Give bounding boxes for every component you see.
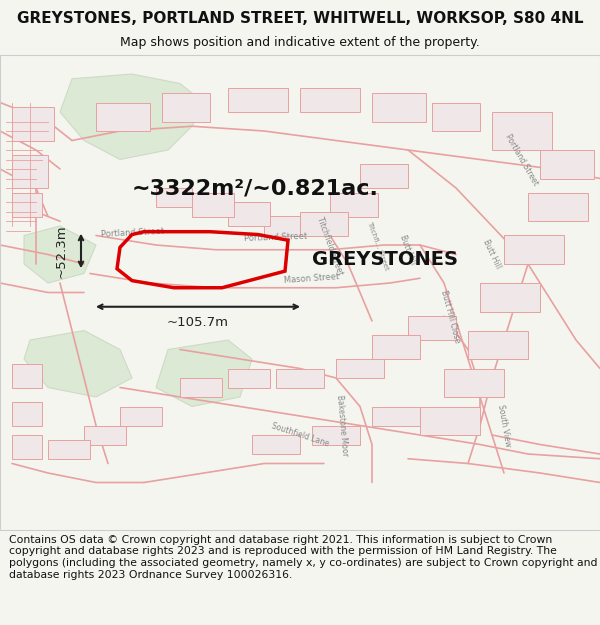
- Bar: [228, 88, 288, 112]
- Bar: [12, 435, 42, 459]
- Bar: [12, 107, 54, 141]
- Bar: [180, 378, 222, 397]
- Text: Contains OS data © Crown copyright and database right 2021. This information is : Contains OS data © Crown copyright and d…: [9, 535, 598, 580]
- Bar: [492, 112, 552, 150]
- Text: ~105.7m: ~105.7m: [167, 316, 229, 329]
- Bar: [300, 212, 348, 236]
- Text: Portland Street: Portland Street: [244, 232, 308, 243]
- Bar: [336, 359, 384, 378]
- Bar: [264, 216, 300, 236]
- Polygon shape: [156, 340, 252, 406]
- Text: Portland Street: Portland Street: [100, 227, 164, 239]
- Bar: [162, 93, 210, 121]
- Text: Butt Hill: Butt Hill: [398, 234, 418, 266]
- Text: Mason Street: Mason Street: [284, 272, 340, 284]
- Bar: [504, 236, 564, 264]
- Text: Titchfi... Street: Titchfi... Street: [367, 221, 389, 271]
- Text: Titchfield Street: Titchfield Street: [315, 216, 345, 276]
- Bar: [96, 102, 150, 131]
- Bar: [372, 93, 426, 121]
- Bar: [192, 192, 234, 216]
- Text: South View: South View: [496, 404, 512, 448]
- Text: Southfield Lane: Southfield Lane: [270, 421, 330, 449]
- Polygon shape: [60, 74, 204, 159]
- Bar: [480, 283, 540, 311]
- Bar: [156, 188, 192, 207]
- Bar: [300, 88, 360, 112]
- Bar: [84, 426, 126, 444]
- Bar: [228, 202, 270, 226]
- Bar: [540, 150, 594, 179]
- Bar: [312, 426, 360, 444]
- Text: Butt Hill: Butt Hill: [481, 239, 503, 271]
- Polygon shape: [24, 226, 96, 283]
- Polygon shape: [24, 331, 132, 397]
- Bar: [468, 331, 528, 359]
- Bar: [408, 316, 456, 340]
- Bar: [120, 406, 162, 426]
- Text: GREYSTONES, PORTLAND STREET, WHITWELL, WORKSOP, S80 4NL: GREYSTONES, PORTLAND STREET, WHITWELL, W…: [17, 11, 583, 26]
- Text: ~52.3m: ~52.3m: [54, 224, 67, 278]
- Text: Portland Street: Portland Street: [503, 132, 541, 187]
- Bar: [12, 402, 42, 426]
- Bar: [528, 192, 588, 221]
- Bar: [252, 435, 300, 454]
- Bar: [228, 369, 270, 388]
- Bar: [12, 155, 48, 188]
- Bar: [48, 440, 90, 459]
- Text: ~3322m²/~0.821ac.: ~3322m²/~0.821ac.: [132, 178, 379, 198]
- Bar: [12, 364, 42, 388]
- Bar: [12, 192, 42, 216]
- Bar: [420, 406, 480, 435]
- Text: GREYSTONES: GREYSTONES: [312, 250, 458, 269]
- Text: Map shows position and indicative extent of the property.: Map shows position and indicative extent…: [120, 36, 480, 49]
- Bar: [276, 369, 324, 388]
- Bar: [444, 369, 504, 397]
- Bar: [432, 102, 480, 131]
- Bar: [360, 164, 408, 188]
- Bar: [372, 406, 420, 426]
- Bar: [372, 335, 420, 359]
- Text: Butt Hill Close: Butt Hill Close: [439, 289, 461, 344]
- Text: Bakestone Moor: Bakestone Moor: [335, 394, 349, 456]
- Bar: [330, 192, 378, 216]
